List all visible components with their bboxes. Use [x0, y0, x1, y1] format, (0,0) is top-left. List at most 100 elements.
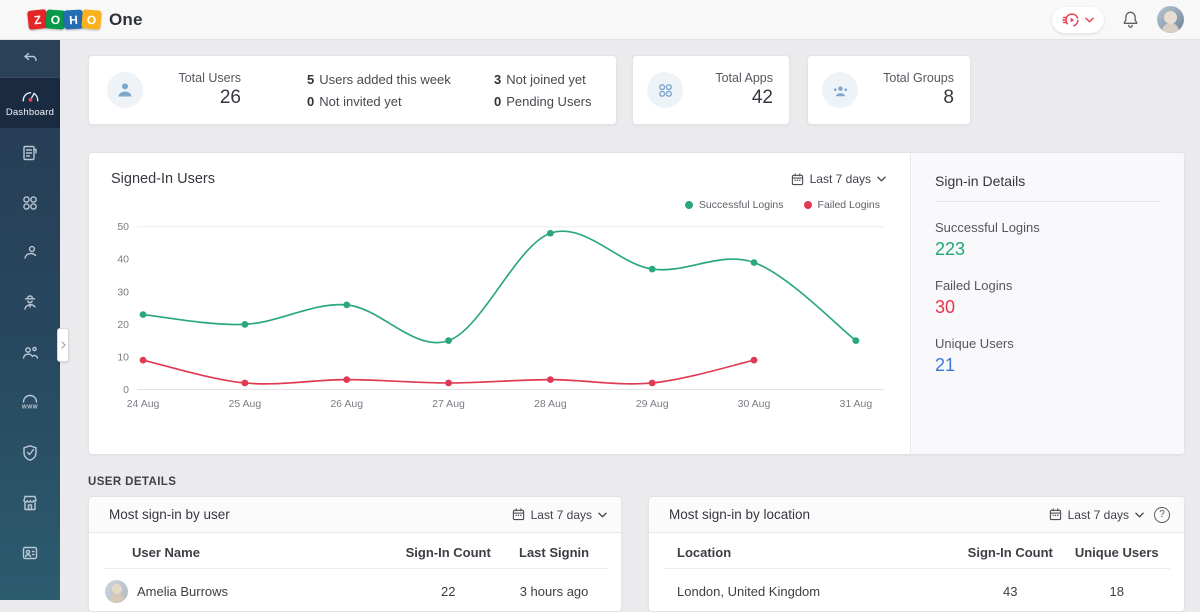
groups-icon	[833, 85, 847, 96]
chevron-down-icon	[598, 512, 607, 517]
user-details-section-label: USER DETAILS	[88, 476, 177, 488]
topbar-actions	[1052, 6, 1184, 33]
successful-logins-item: Successful Logins 223	[935, 220, 1160, 260]
svg-text:50: 50	[117, 222, 129, 233]
table-row[interactable]: Amelia Burrows 22 3 hours ago	[103, 571, 607, 611]
legend-failed-logins: Failed Logins	[803, 199, 880, 211]
by-user-title: Most sign-in by user	[109, 507, 230, 522]
svg-text:30: 30	[117, 287, 129, 298]
pending-users-count: 0	[494, 93, 502, 109]
user-details-tables: Most sign-in by user Last 7 days	[88, 496, 1185, 612]
marketplace-store-icon	[23, 495, 37, 511]
svg-text:10: 10	[117, 352, 129, 363]
total-apps-label: Total Apps	[715, 71, 773, 85]
legend-successful-logins: Successful Logins	[684, 199, 784, 211]
quick-tour-button[interactable]	[1052, 6, 1104, 33]
col-unique-users: Unique Users	[1074, 545, 1159, 560]
security-shield-icon	[23, 445, 37, 461]
total-groups-value: 8	[943, 87, 954, 108]
apps-stat-icon-wrap	[647, 72, 683, 108]
by-location-title: Most sign-in by location	[669, 507, 811, 522]
col-last-signin: Last Signin	[519, 545, 590, 560]
svg-text:24 Aug: 24 Aug	[127, 399, 160, 410]
not-joined-text: Not joined yet	[506, 71, 586, 87]
users-added-count: 5	[307, 71, 315, 87]
signin-count: 43	[1003, 583, 1018, 599]
apps-icon	[23, 196, 37, 210]
chevron-right-icon	[60, 341, 66, 349]
svg-text:WWW: WWW	[22, 405, 38, 411]
most-signin-by-user-card: Most sign-in by user Last 7 days	[88, 496, 622, 612]
unique-users: 18	[1109, 583, 1124, 599]
legend-dot-red	[803, 201, 812, 209]
total-users-label: Total Users	[178, 71, 241, 85]
by-location-range-selector[interactable]: Last 7 days	[1049, 508, 1144, 522]
svg-text:30 Aug: 30 Aug	[738, 399, 771, 410]
failed-logins-value: 30	[935, 297, 956, 317]
chevron-down-icon	[877, 176, 886, 182]
sidebar: Dashboard WW	[0, 40, 69, 600]
zoho-logo-tiles: Z O H O	[27, 9, 102, 30]
by-user-range-selector[interactable]: Last 7 days	[512, 508, 607, 522]
calendar-icon	[791, 172, 803, 185]
sidebar-item-back[interactable]	[0, 40, 60, 78]
sign-in-details-title: Sign-in Details	[935, 173, 1160, 202]
legend-dot-green	[684, 201, 693, 209]
by-location-range-label: Last 7 days	[1067, 507, 1129, 522]
legend-label: Successful Logins	[698, 199, 784, 211]
sidebar-item-security[interactable]	[0, 428, 60, 478]
users-added-text: Users added this week	[319, 71, 451, 87]
svg-text:40: 40	[117, 255, 129, 266]
most-signin-by-location-card: Most sign-in by location Last 7 days	[648, 496, 1185, 612]
sidebar-item-marketplace[interactable]	[0, 478, 60, 528]
bell-icon[interactable]	[1120, 9, 1141, 31]
total-groups-label: Total Groups	[883, 71, 954, 85]
sidebar-expand-handle[interactable]	[57, 328, 69, 362]
not-invited-text: Not invited yet	[319, 93, 402, 109]
pending-users-text: Pending Users	[506, 93, 592, 109]
dashboard-gauge-icon	[22, 91, 38, 102]
calendar-icon	[1049, 508, 1061, 521]
user-avatar[interactable]	[1157, 6, 1184, 33]
sidebar-item-apps[interactable]	[0, 178, 60, 228]
contact-card-icon	[22, 546, 38, 560]
user-name: Amelia Burrows	[137, 583, 229, 599]
by-location-table-header: Location Sign-In Count Unique Users	[663, 537, 1170, 569]
domains-www-icon: WWW	[22, 394, 38, 411]
svg-text:27 Aug: 27 Aug	[432, 399, 465, 410]
signed-in-users-card: Signed-In Users Last 7 days	[88, 152, 1185, 455]
total-apps-card: Total Apps 42	[632, 55, 790, 125]
sidebar-item-admins[interactable]	[0, 278, 60, 328]
not-invited-count: 0	[307, 93, 315, 109]
sidebar-item-users[interactable]	[0, 228, 60, 278]
sidebar-item-dashboard[interactable]: Dashboard	[0, 78, 60, 128]
svg-text:29 Aug: 29 Aug	[636, 399, 669, 410]
svg-text:31 Aug: 31 Aug	[839, 399, 872, 410]
help-icon[interactable]: ?	[1154, 506, 1170, 523]
svg-text:20: 20	[117, 320, 129, 331]
by-user-table-header: User Name Sign-In Count Last Signin	[103, 537, 607, 569]
signin-count: 22	[440, 583, 456, 599]
total-groups-card: Total Groups 8	[807, 55, 971, 125]
row-avatar	[105, 579, 128, 603]
svg-text:25 Aug: 25 Aug	[229, 399, 262, 410]
col-signin-count: Sign-In Count	[405, 545, 491, 560]
col-user-name: User Name	[132, 545, 200, 560]
sidebar-item-directory[interactable]	[0, 528, 60, 578]
logo-tile-o1: O	[45, 9, 66, 30]
svg-text:0: 0	[123, 385, 129, 396]
apps-icon	[658, 83, 672, 97]
unique-users-item: Unique Users 21	[935, 336, 1160, 376]
chart-range-selector[interactable]: Last 7 days	[791, 172, 886, 186]
zoho-one-logo[interactable]: Z O H O One	[27, 9, 143, 30]
chart-range-label: Last 7 days	[809, 172, 871, 186]
chevron-down-icon	[1135, 512, 1144, 517]
sidebar-item-domains[interactable]: WWW	[0, 378, 60, 428]
user-icon	[24, 245, 37, 259]
line-chart: 0 10 20 30 40 50 24 Aug 25 Aug 26 Aug 27 Aug 28 Au…	[101, 215, 902, 411]
sidebar-item-groups[interactable]	[0, 328, 60, 378]
table-row[interactable]: London, United Kingdom 43 18	[663, 571, 1170, 611]
sidebar-item-organization[interactable]	[0, 128, 60, 178]
